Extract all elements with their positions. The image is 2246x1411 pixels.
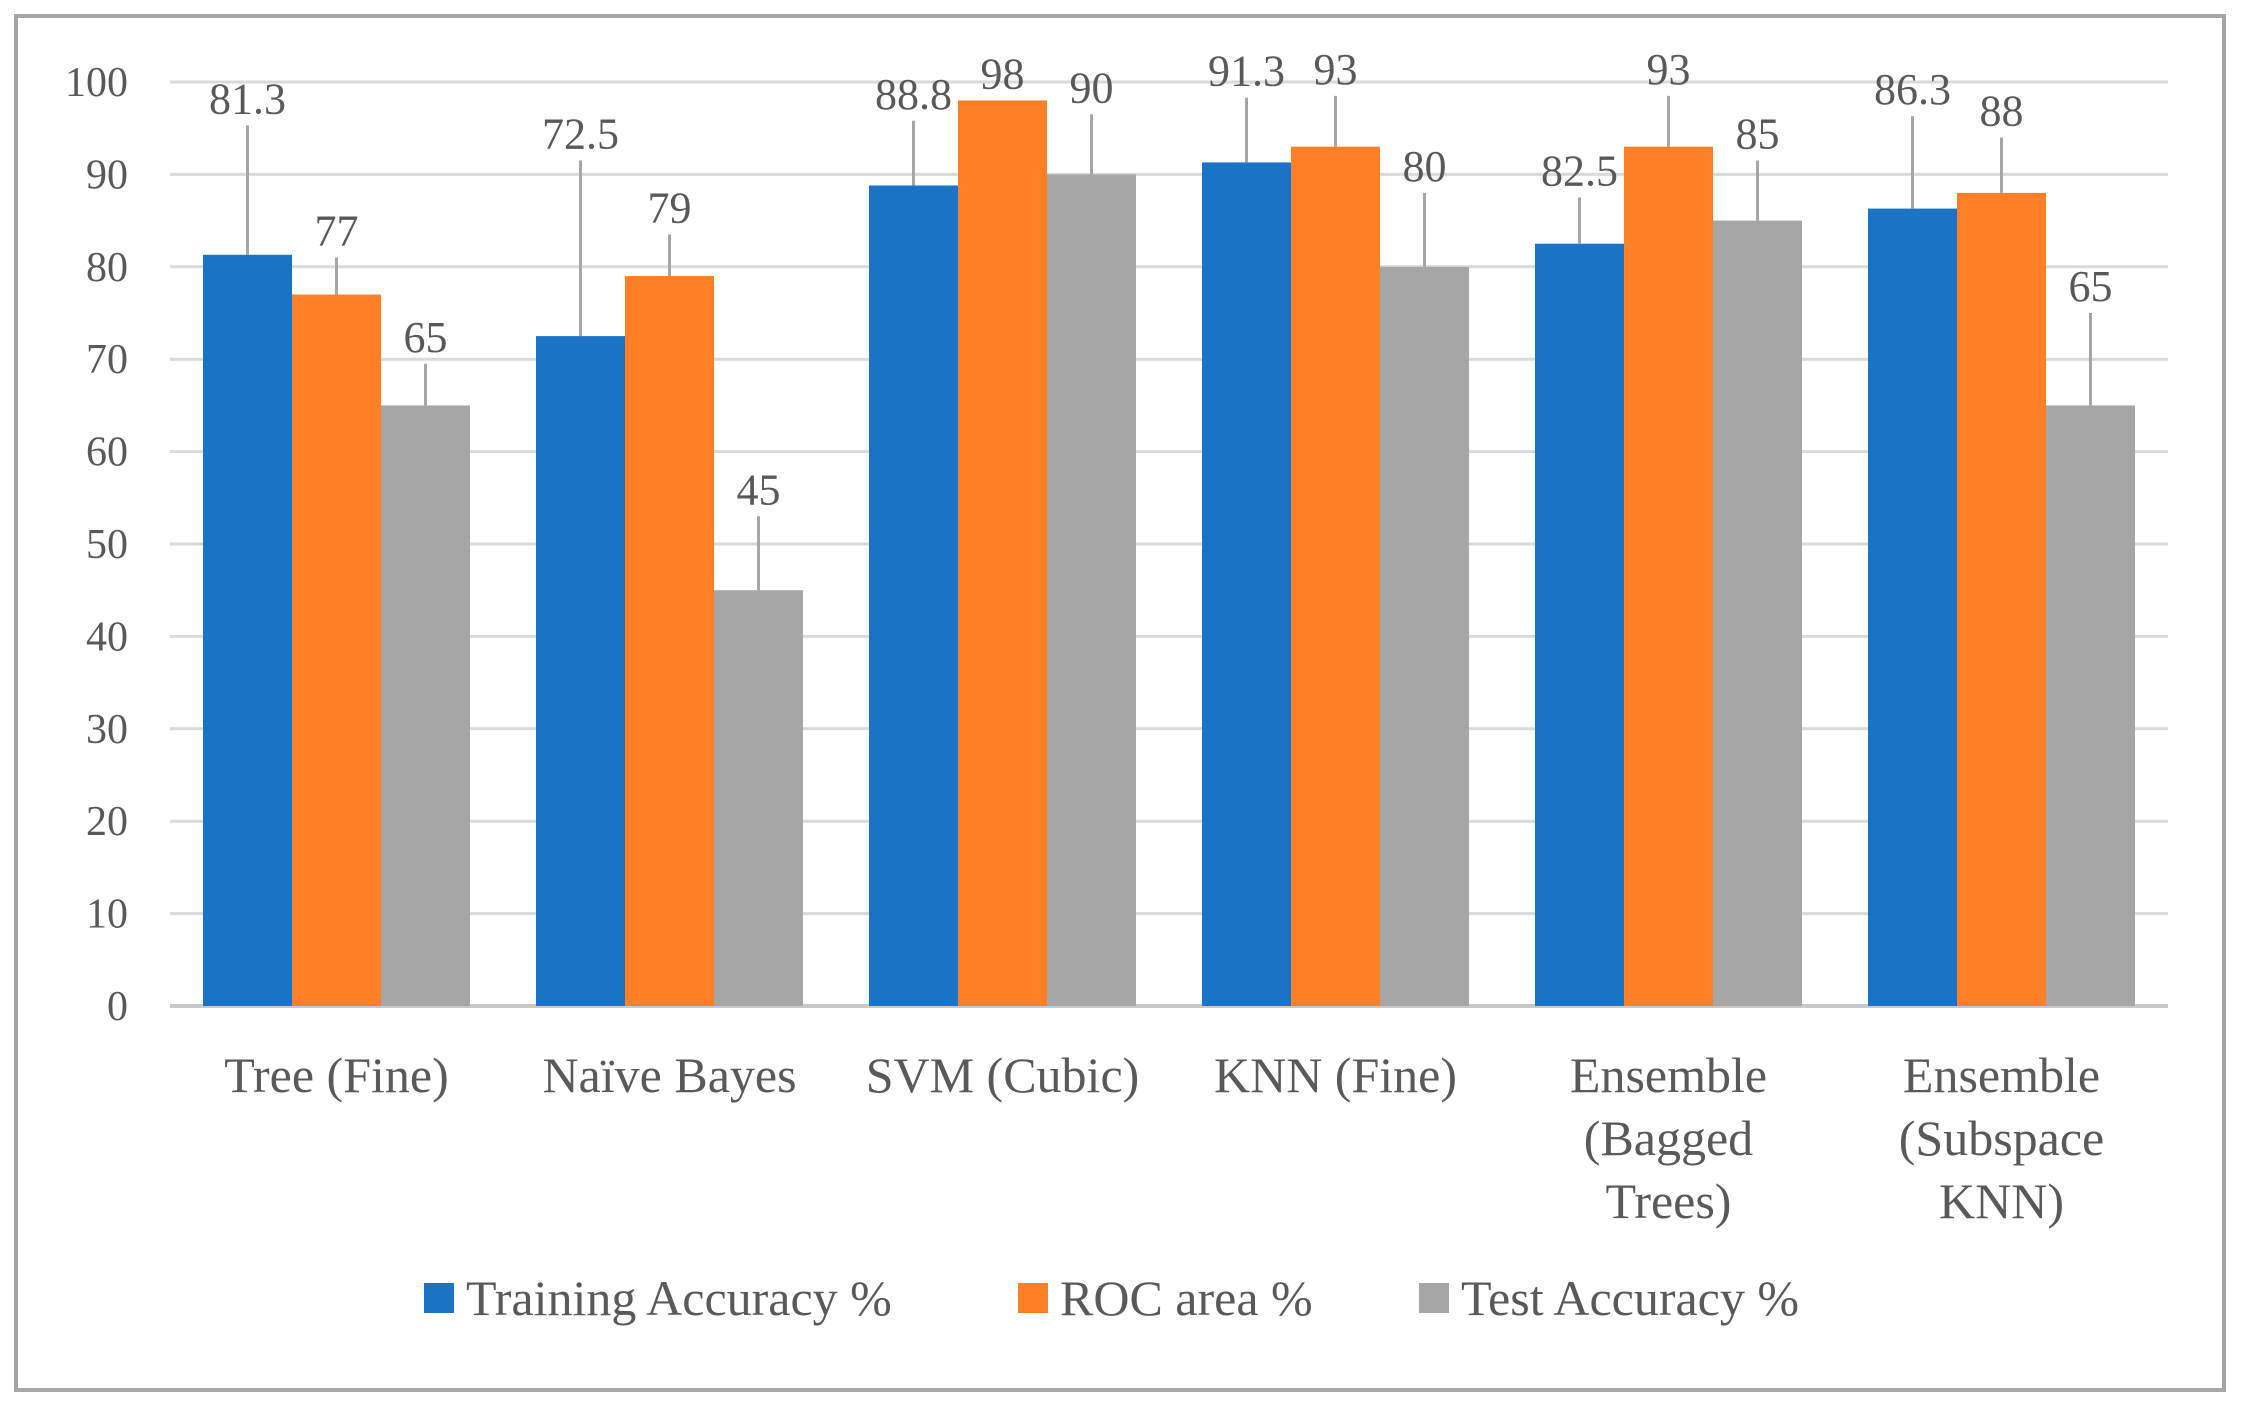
- data-label-s2-c2: 90: [1070, 63, 1114, 112]
- data-label-s1-c0: 77: [315, 207, 359, 256]
- bar-s1-c4: [1624, 146, 1713, 1006]
- category-label-4: Ensemble (Bagged Trees): [1570, 1047, 1767, 1229]
- data-label-s0-c4: 82.5: [1541, 147, 1618, 196]
- legend-swatch-1: [1018, 1283, 1048, 1313]
- data-label-s0-c5: 86.3: [1874, 65, 1951, 114]
- y-tick-label-40: 40: [86, 614, 128, 660]
- data-label-s0-c3: 91.3: [1208, 47, 1285, 96]
- y-tick-label-30: 30: [86, 707, 128, 753]
- y-tick-label-50: 50: [86, 522, 128, 568]
- bar-s2-c5: [2046, 405, 2135, 1006]
- data-label-s2-c4: 85: [1736, 110, 1780, 159]
- bar-s1-c5: [1957, 192, 2046, 1006]
- y-tick-label-80: 80: [86, 245, 128, 291]
- data-label-s2-c0: 65: [404, 313, 448, 362]
- category-label-0: Tree (Fine): [224, 1047, 449, 1103]
- data-label-s1-c3: 93: [1314, 45, 1358, 94]
- data-label-s2-c5: 65: [2069, 262, 2113, 311]
- x-axis-category-labels: Tree (Fine) Naïve Bayes SVM (Cubic) KNN (Fi…: [224, 1047, 2104, 1229]
- category-label-3: KNN (Fine): [1214, 1047, 1457, 1103]
- bar-s2-c4: [1713, 220, 1802, 1007]
- data-label-s0-c2: 88.8: [875, 70, 952, 119]
- data-label-s1-c4: 93: [1647, 45, 1691, 94]
- bar-s1-c2: [958, 100, 1047, 1007]
- data-label-s1-c1: 79: [648, 183, 692, 232]
- y-tick-label-90: 90: [86, 152, 128, 198]
- data-label-s2-c1: 45: [737, 465, 781, 514]
- y-tick-label-0: 0: [107, 984, 128, 1030]
- y-tick-label-10: 10: [86, 892, 128, 938]
- bar-s1-c0: [292, 294, 381, 1006]
- y-tick-label-100: 100: [65, 60, 128, 106]
- data-label-s2-c3: 80: [1403, 142, 1447, 191]
- legend-label-0: Training Accuracy %: [466, 1270, 892, 1326]
- bar-s1-c1: [625, 276, 714, 1006]
- gridlines: [170, 80, 2168, 1008]
- bar-s0-c1: [536, 336, 625, 1007]
- category-label-5: Ensemble (Subspace KNN): [1899, 1047, 2105, 1229]
- y-axis-tick-labels: 0 10 20 30 40 50 60 70 80 90 100: [65, 60, 128, 1030]
- bar-s2-c2: [1047, 174, 1136, 1006]
- legend-label-2: Test Accuracy %: [1461, 1270, 1799, 1326]
- bar-s2-c0: [381, 405, 470, 1006]
- legend-swatch-2: [1419, 1283, 1449, 1313]
- y-tick-label-70: 70: [86, 337, 128, 383]
- data-labels: 81.3 72.5 88.8 91.3 82.5 86.3 77 79 98 93 93 88 65 45…: [209, 45, 2113, 514]
- category-label-2: SVM (Cubic): [866, 1047, 1140, 1103]
- data-label-s1-c2: 98: [981, 49, 1025, 98]
- y-tick-label-20: 20: [86, 799, 128, 845]
- bar-s0-c0: [203, 254, 292, 1007]
- error-bars: [246, 95, 2092, 591]
- bar-s2-c3: [1380, 266, 1469, 1006]
- bar-s0-c2: [869, 185, 958, 1006]
- bar-s2-c1: [714, 590, 803, 1006]
- data-label-s0-c0: 81.3: [209, 74, 286, 123]
- data-label-s1-c5: 88: [1980, 86, 2024, 135]
- bar-s0-c5: [1868, 208, 1957, 1006]
- data-label-s0-c1: 72.5: [542, 110, 619, 159]
- bar-s0-c4: [1535, 243, 1624, 1006]
- bar-s0-c3: [1202, 162, 1291, 1006]
- bars: [203, 100, 2135, 1007]
- legend-label-1: ROC area %: [1060, 1270, 1313, 1326]
- y-tick-label-60: 60: [86, 430, 128, 476]
- category-label-1: Naïve Bayes: [542, 1047, 796, 1103]
- legend: Training Accuracy % ROC area % Test Accura…: [424, 1270, 1799, 1326]
- legend-swatch-0: [424, 1283, 454, 1313]
- bar-s1-c3: [1291, 146, 1380, 1006]
